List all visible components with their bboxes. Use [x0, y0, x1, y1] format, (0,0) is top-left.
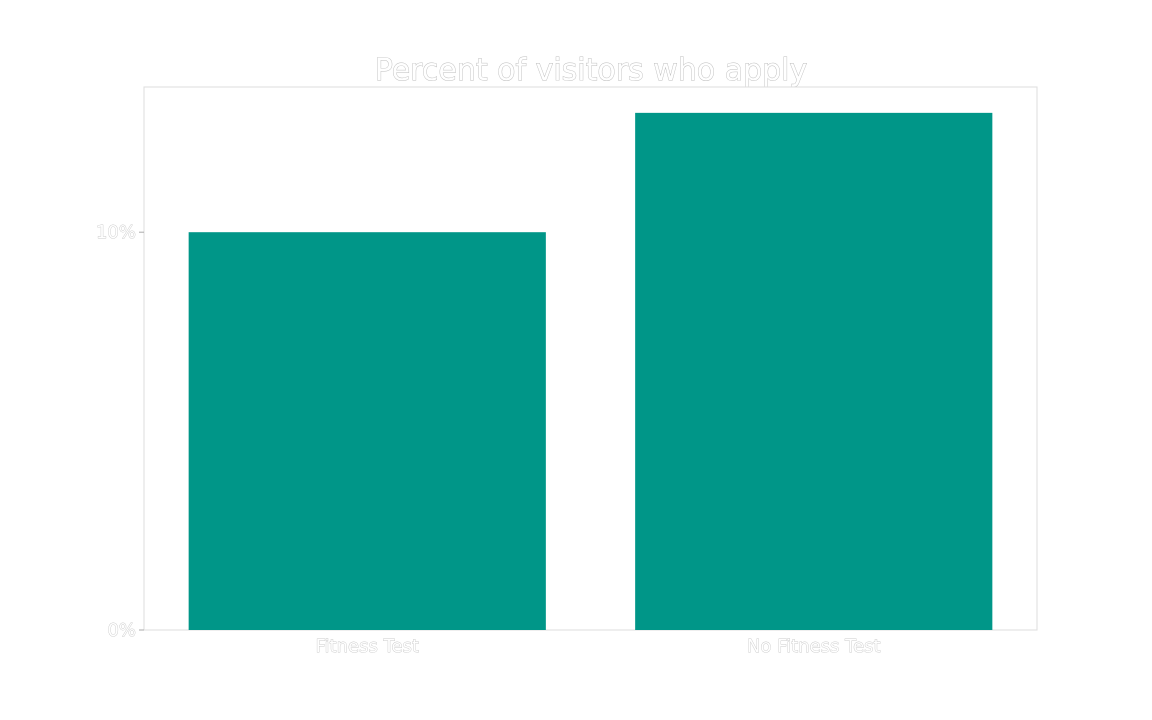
x-axis: Fitness Test No Fitness Test	[315, 636, 881, 658]
x-tick-label: No Fitness Test	[747, 636, 881, 657]
bar-fitness-test	[188, 232, 546, 630]
bars-group	[188, 112, 993, 631]
y-tick-label: 0%	[107, 620, 136, 641]
y-axis: 0% 10%	[96, 222, 144, 641]
y-tick-label: 10%	[96, 222, 136, 243]
chart-title: Percent of visitors who apply	[375, 53, 808, 88]
bar-no-fitness-test	[635, 112, 993, 631]
x-tick-label: Fitness Test	[315, 636, 419, 657]
